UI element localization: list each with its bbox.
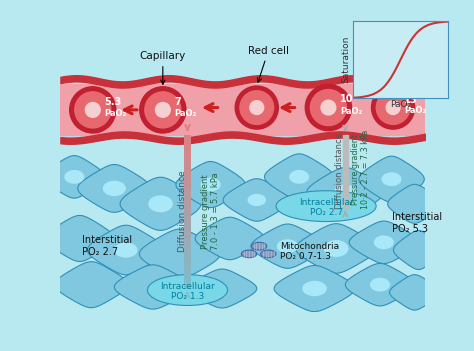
Text: Diffusion distance: Diffusion distance [336,133,345,208]
Ellipse shape [334,185,357,200]
Polygon shape [44,155,105,198]
Polygon shape [359,156,424,202]
Polygon shape [388,184,442,223]
Text: 5.3: 5.3 [104,97,121,107]
Polygon shape [346,263,415,306]
Ellipse shape [147,275,228,305]
Ellipse shape [103,181,126,196]
Ellipse shape [277,239,298,253]
Circle shape [140,87,186,133]
Polygon shape [139,229,220,279]
Bar [60,85,425,134]
Text: 7: 7 [174,97,181,107]
Polygon shape [120,177,201,230]
Ellipse shape [276,191,376,221]
Polygon shape [188,269,257,308]
Text: PaO₂: PaO₂ [404,106,426,115]
Circle shape [376,91,410,124]
Circle shape [75,92,111,128]
Polygon shape [393,231,444,270]
Polygon shape [296,224,376,273]
X-axis label: PaO₂: PaO₂ [390,100,411,109]
Polygon shape [251,224,324,268]
Circle shape [85,102,100,117]
Ellipse shape [370,278,390,292]
Ellipse shape [261,250,276,258]
Circle shape [372,86,415,129]
Ellipse shape [201,178,220,192]
Text: PaO₂: PaO₂ [174,109,197,118]
Circle shape [70,87,116,133]
Ellipse shape [64,170,84,184]
Ellipse shape [251,242,267,250]
Circle shape [310,90,346,126]
Text: Intracellular
PO₂ 1.3: Intracellular PO₂ 1.3 [160,282,215,301]
Polygon shape [87,225,164,275]
Polygon shape [176,161,245,207]
Polygon shape [274,265,355,312]
Ellipse shape [302,281,327,296]
Polygon shape [45,216,114,261]
Circle shape [145,92,181,128]
Text: Intracellular
PO₂ 2.7: Intracellular PO₂ 2.7 [299,198,354,217]
Ellipse shape [374,236,394,249]
Ellipse shape [382,172,401,186]
Polygon shape [264,154,334,200]
Polygon shape [349,221,419,264]
Ellipse shape [247,194,266,206]
Ellipse shape [148,196,173,212]
Y-axis label: Saturation: Saturation [341,36,350,83]
Text: PaO₂: PaO₂ [104,109,127,118]
Text: Pressure gradient
7.0 - 1·3 = 5.7 kPa: Pressure gradient 7.0 - 1·3 = 5.7 kPa [201,173,220,250]
Polygon shape [195,217,264,260]
Polygon shape [390,275,440,310]
Ellipse shape [289,170,309,184]
Text: Diffusion distance: Diffusion distance [178,171,187,252]
Polygon shape [307,167,384,217]
Text: Red cell: Red cell [248,46,289,82]
Circle shape [240,91,273,124]
Ellipse shape [114,242,137,258]
Text: Interstitial
PO₂ 2.7: Interstitial PO₂ 2.7 [82,236,132,257]
Circle shape [321,100,336,115]
Polygon shape [114,265,191,309]
Circle shape [305,85,352,131]
Polygon shape [78,165,151,212]
Circle shape [386,101,400,114]
Circle shape [155,102,170,117]
Text: PaO₂: PaO₂ [340,107,362,115]
Ellipse shape [324,240,348,257]
Text: Capillary: Capillary [140,51,186,84]
Ellipse shape [241,250,257,258]
Polygon shape [223,179,291,221]
Text: 13: 13 [404,95,417,105]
Text: 10: 10 [340,94,354,105]
Text: Mitochondria
PO₂ 0.7-1.3: Mitochondria PO₂ 0.7-1.3 [280,242,339,261]
Text: Interstitial
PO₂ 5.3: Interstitial PO₂ 5.3 [392,212,442,234]
Circle shape [235,86,278,129]
Polygon shape [55,261,128,308]
Text: Pressure gradient
10·2 - 2.7 = 7.3 kPa: Pressure gradient 10·2 - 2.7 = 7.3 kPa [351,130,371,209]
Circle shape [250,101,264,114]
